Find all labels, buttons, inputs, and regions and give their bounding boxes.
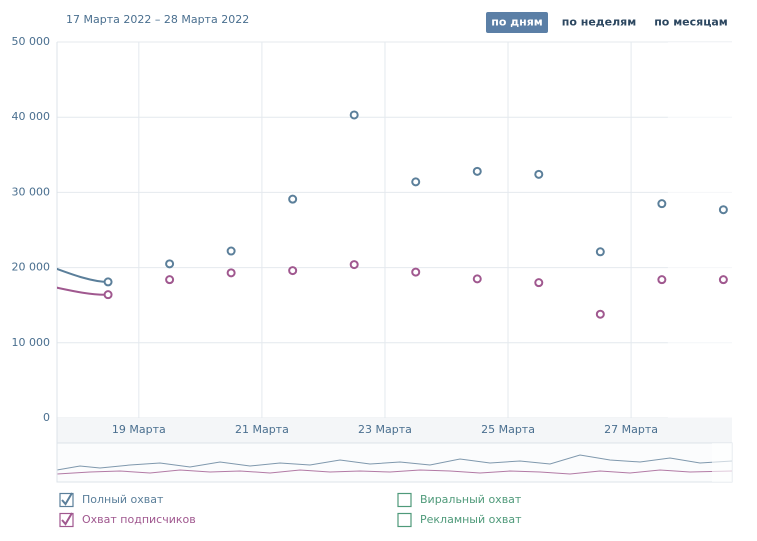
checkbox bbox=[397, 492, 412, 508]
point bbox=[657, 275, 667, 285]
point bbox=[288, 266, 298, 276]
y-tick-label: 10 000 bbox=[12, 336, 51, 349]
legend-item[interactable]: Полный охват bbox=[59, 492, 164, 508]
point bbox=[534, 278, 544, 288]
x-tick-label: 25 Марта bbox=[481, 423, 535, 436]
incomplete-fade bbox=[667, 42, 732, 418]
button-label: по месяцам bbox=[654, 16, 728, 29]
legend-item[interactable]: Охват подписчиков bbox=[59, 512, 196, 528]
point bbox=[718, 205, 728, 215]
legend-item[interactable]: Виральный охват bbox=[397, 492, 522, 508]
y-tick-label: 40 000 bbox=[12, 110, 51, 123]
point bbox=[657, 199, 667, 209]
plot bbox=[43, 42, 732, 418]
period-button[interactable]: по дням bbox=[486, 12, 548, 33]
navigator-line bbox=[56, 469, 733, 475]
series-line bbox=[57, 267, 109, 283]
point bbox=[411, 177, 421, 187]
x-tick-label: 27 Марта bbox=[604, 423, 658, 436]
point bbox=[165, 275, 175, 285]
point bbox=[472, 166, 482, 176]
checkmark bbox=[61, 512, 73, 526]
series-line bbox=[57, 286, 109, 296]
y-tick-label: 50 000 bbox=[12, 35, 51, 48]
legend-label: Виральный охват bbox=[420, 493, 522, 506]
button-bg bbox=[486, 12, 548, 33]
date-range: 17 Марта 2022 – 28 Марта 2022 bbox=[66, 13, 249, 26]
button-label: по неделям bbox=[562, 16, 637, 29]
checkbox bbox=[397, 512, 412, 528]
point bbox=[349, 110, 359, 120]
x-tick-label: 19 Марта bbox=[112, 423, 166, 436]
point bbox=[103, 277, 113, 287]
point bbox=[349, 260, 359, 270]
point bbox=[595, 309, 605, 319]
x-tick-label: 21 Марта bbox=[235, 423, 289, 436]
y-tick-label: 30 000 bbox=[12, 185, 51, 198]
point bbox=[595, 247, 605, 257]
navigator-line bbox=[56, 454, 733, 471]
point bbox=[226, 246, 236, 256]
period-button[interactable]: по месяцам bbox=[654, 16, 728, 29]
point bbox=[411, 267, 421, 277]
point bbox=[43, 282, 50, 289]
checkmark bbox=[61, 492, 73, 506]
point bbox=[226, 268, 236, 278]
legend-item[interactable]: Рекламный охват bbox=[397, 512, 522, 528]
point bbox=[165, 259, 175, 269]
point bbox=[288, 194, 298, 204]
legend-label: Полный охват bbox=[82, 493, 164, 506]
y-tick-label: 20 000 bbox=[12, 261, 51, 274]
y-tick-label: 0 bbox=[43, 411, 50, 424]
legend-label: Охват подписчиков bbox=[82, 513, 196, 526]
x-axis-strip bbox=[57, 418, 732, 443]
navigator-handle[interactable] bbox=[712, 443, 732, 482]
point bbox=[472, 274, 482, 284]
period-button[interactable]: по неделям bbox=[562, 16, 637, 29]
point bbox=[534, 169, 544, 179]
point bbox=[718, 275, 728, 285]
legend-label: Рекламный охват bbox=[420, 513, 522, 526]
button-label: по дням bbox=[491, 16, 543, 29]
point bbox=[103, 290, 113, 300]
x-tick-label: 23 Марта bbox=[358, 423, 412, 436]
